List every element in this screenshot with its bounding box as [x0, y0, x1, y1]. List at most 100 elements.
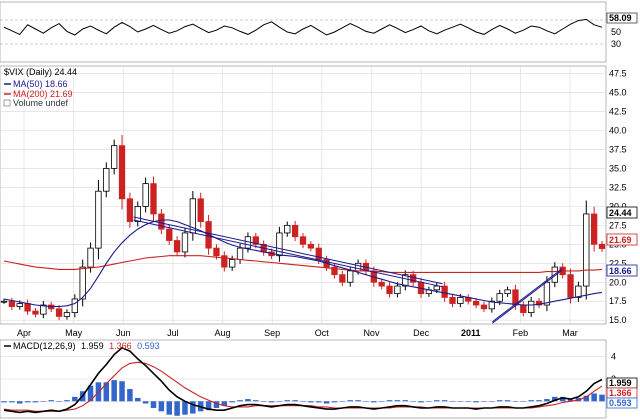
candle-body [126, 198, 134, 222]
macd-histogram-bar [158, 401, 165, 412]
close-badge [606, 206, 638, 219]
macd-histogram-bar [308, 401, 314, 403]
price-y-tick-label: 17.5 [609, 296, 627, 306]
ma200-legend-label: MA(200) 21.69 [13, 89, 73, 99]
candle-body [488, 300, 495, 310]
macd-histogram-bar [276, 401, 283, 402]
price-y-tick-label: 30.0 [609, 201, 627, 211]
candle-body [457, 297, 464, 304]
histogram-legend-value: 0.593 [137, 341, 160, 351]
candle-body [590, 213, 598, 245]
price-y-tick-label: 27.5 [609, 220, 627, 230]
macd-histogram-bar [48, 400, 54, 402]
macd-histogram-bar [292, 400, 298, 402]
volume-legend-label: Volume undef [13, 98, 69, 108]
candle-body [378, 281, 385, 287]
candle-body [472, 300, 480, 306]
rsi-last-value-badge: 58.09 [606, 12, 638, 24]
candle-body [118, 145, 126, 200]
candle-body [315, 247, 322, 260]
candle-body [197, 198, 204, 222]
price-y-tick-label: 45.0 [609, 88, 627, 98]
macd-histogram-bar [119, 381, 125, 402]
macd-histogram-bar [237, 400, 243, 402]
macd-histogram-bar [221, 401, 228, 406]
price-x-tick-label: Aug [215, 328, 231, 338]
macd-histogram-bar [567, 399, 574, 402]
macd-histogram-bar [465, 401, 471, 402]
macd-histogram-bar [481, 401, 487, 402]
candle-body [394, 285, 401, 295]
macd-histogram-bar [591, 393, 597, 402]
svg-text:MACD(12,26,9) 1.959: MACD(12,26,9) 1.959 1.366 0.593 [13, 341, 160, 351]
candle-body [173, 240, 181, 253]
signal-legend-value: 1.366 [109, 341, 132, 351]
candle-body [8, 300, 16, 307]
macd-histogram-bar [528, 400, 534, 402]
rsi-line [3, 18, 603, 36]
macd-histogram-bar [347, 400, 353, 402]
price-y-tick-label: 37.5 [609, 144, 627, 154]
macd-histogram-bar [56, 401, 62, 402]
macd-legend: MACD(12,26,9) 1.959 1.366 0.593 [4, 341, 160, 351]
macd-histogram-bar [386, 400, 393, 402]
macd-histogram-bar [520, 401, 527, 402]
price-y-tick-label: 20.0 [609, 277, 627, 287]
macd-histogram-bar [174, 401, 180, 416]
candle-body [402, 274, 409, 287]
candle-body [433, 285, 440, 291]
candle-body [213, 247, 220, 257]
macd-histogram-bar [331, 401, 338, 403]
candle-body [55, 308, 63, 317]
macd-histogram-bar [394, 400, 401, 402]
candle-body [71, 298, 78, 314]
macd-histogram-bar [355, 400, 361, 402]
price-y-tick-label: 47.5 [609, 69, 627, 79]
price-y-tick-label: 22.5 [609, 258, 627, 268]
candle-body [480, 304, 488, 310]
price-x-tick-label: Jul [167, 328, 179, 338]
macd-histogram-bar [150, 401, 157, 408]
price-panel: 15.017.520.022.525.027.530.032.535.037.5… [0, 65, 638, 338]
candle-body [512, 289, 519, 306]
candle-body [331, 266, 338, 276]
macd-histogram-bar [300, 401, 306, 402]
macd-histogram-bar [190, 401, 196, 414]
candle-body [535, 300, 543, 306]
candle-body [103, 168, 110, 192]
rsi-gridlines [0, 19, 606, 45]
macd-histogram-bar [473, 401, 479, 403]
candle-body [339, 274, 346, 283]
macd-histogram-bar [323, 401, 330, 404]
macd-y-tick-label: 4 [611, 352, 616, 362]
macd-histogram-bar [418, 401, 424, 403]
macd-histogram-bar [410, 401, 416, 402]
macd-histogram-bar [16, 401, 23, 404]
price-x-axis: Apr May Jun Jul Aug Sep Oct Nov Dec 2011 Feb Mar [17, 328, 578, 338]
candle-body [63, 312, 71, 317]
macd-histogram-bar [253, 400, 259, 402]
candle-body [528, 300, 535, 314]
macd-histogram-bar [260, 401, 267, 402]
ma200-badge [606, 233, 638, 246]
candle-body [496, 293, 503, 302]
candle-body [181, 232, 189, 253]
macd-histogram-bar [182, 401, 188, 415]
price-x-tick-label: Sep [264, 328, 280, 338]
price-x-tick-label: Nov [363, 328, 380, 338]
candle-body [347, 270, 354, 283]
candle-body [236, 247, 244, 260]
price-y-tick-label: 32.5 [609, 182, 627, 192]
price-y-tick-label: 42.5 [609, 107, 627, 117]
macd-histogram-bar [489, 401, 495, 402]
price-y-tick-label: 15.0 [609, 315, 627, 325]
candle-body [95, 190, 102, 249]
candle-body [354, 262, 362, 272]
price-legend: $VIX (Daily) 24.44 MA(50) 18.66 MA(200) … [3, 67, 77, 108]
macd-histogram-bar [496, 400, 503, 402]
price-x-tick-label: Oct [315, 328, 330, 338]
price-gridlines [0, 66, 606, 324]
macd-histogram-bar [213, 401, 220, 408]
candle-body [0, 300, 8, 303]
trendlines [133, 216, 563, 324]
